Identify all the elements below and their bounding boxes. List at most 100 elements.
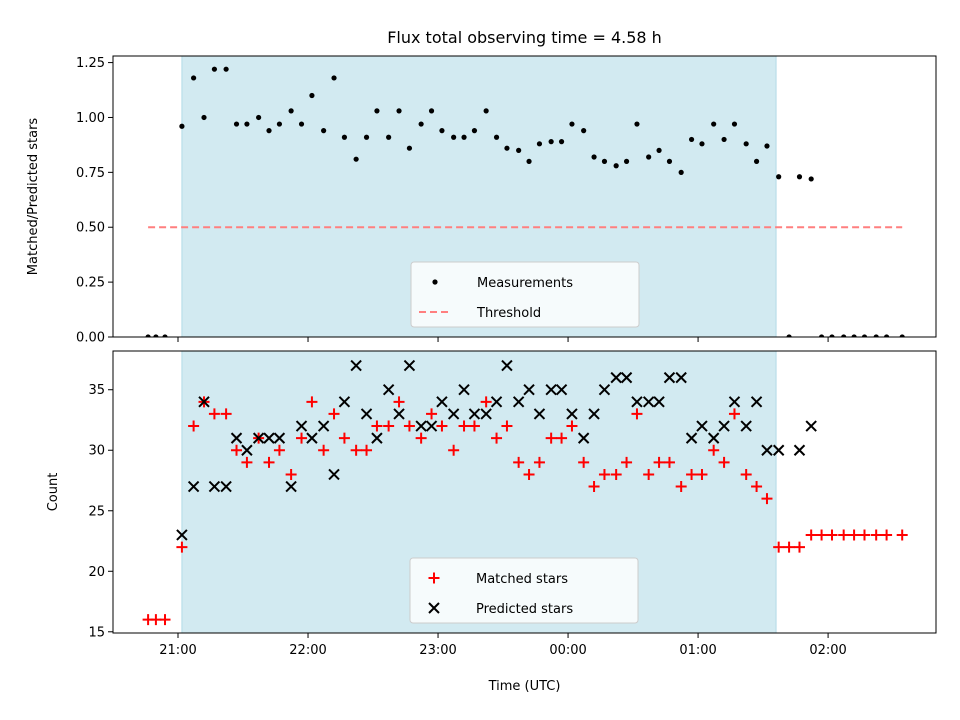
legend-box [409, 557, 639, 624]
matched-star-point [501, 420, 513, 432]
matched-star-point [793, 541, 805, 553]
measurement-point [179, 123, 185, 129]
predicted-star-point [393, 408, 405, 420]
matched-star-point [328, 408, 340, 420]
predicted-star-point [707, 432, 720, 444]
matched-star-point [426, 408, 438, 420]
measurement-point [591, 154, 597, 160]
matched-star-point [533, 456, 545, 468]
measurement-point [829, 334, 835, 337]
measurement-point [504, 145, 510, 151]
matched-star-point [296, 432, 308, 444]
measurement-point [699, 141, 705, 147]
measurement-point [731, 121, 738, 127]
legend-label: Threshold [476, 306, 541, 321]
predicted-star-point [761, 444, 773, 456]
axes-frame [112, 55, 937, 338]
measurement-point [439, 128, 445, 134]
predicted-star-point [403, 359, 416, 372]
x-axis-label: Time (UTC) [488, 679, 561, 694]
measurement-point [191, 75, 197, 81]
measurement-point [363, 134, 370, 140]
measurement-point [688, 136, 695, 143]
matched-star-point [838, 529, 850, 541]
measurement-point [244, 121, 250, 127]
matched-star-point [458, 420, 470, 432]
measurement-point [808, 176, 814, 182]
measurement-point [418, 121, 424, 127]
measurement-point [536, 141, 543, 147]
predicted-star-point [468, 408, 481, 420]
matched-star-point [436, 420, 448, 432]
predicted-star-point [230, 432, 243, 444]
measurement-point [145, 334, 151, 337]
legend-label: Measurements [477, 276, 573, 291]
matched-star-point [491, 432, 503, 444]
x-tick-label: 21:00 [159, 643, 196, 658]
matched-star-point [273, 444, 285, 456]
measurement-point [873, 334, 879, 337]
y-axis-label: Count [46, 473, 61, 512]
predicted-star-point [382, 384, 395, 396]
matched-star-point [383, 420, 395, 432]
predicted-star-point [696, 420, 708, 432]
predicted-star-point [512, 396, 525, 408]
measurement-point [341, 134, 348, 140]
x-tick-label: 02:00 [809, 643, 846, 658]
predicted-star-point [750, 396, 763, 408]
predicted-star-point [805, 420, 817, 432]
matched-star-point [653, 456, 665, 468]
y-tick-label: 0.75 [76, 166, 105, 181]
measurement-point [634, 121, 640, 127]
x-tick-label: 00:00 [549, 643, 586, 658]
matched-star-point [598, 468, 610, 480]
matched-star-point [176, 541, 188, 553]
measurement-point [861, 334, 868, 337]
predicted-star-point [555, 384, 568, 396]
measurement-point [841, 334, 847, 337]
predicted-star-point [566, 408, 578, 420]
matched-star-point [350, 444, 362, 456]
measurement-point [266, 128, 272, 134]
measurement-point [331, 75, 337, 81]
matched-star-point [480, 396, 492, 408]
matched-star-point [621, 456, 633, 468]
matched-star-point [896, 529, 908, 541]
predicted-star-point [685, 432, 698, 444]
predicted-star-point [317, 420, 330, 432]
measurement-point [776, 174, 782, 180]
measurement-point [276, 121, 283, 127]
predicted-star-point [350, 359, 362, 372]
predicted-star-point [263, 432, 275, 444]
measurement-point [786, 334, 792, 337]
matched-star-point [208, 408, 220, 420]
y-tick-label: 15 [88, 625, 105, 640]
measurement-point [678, 169, 684, 175]
predicted-star-point [338, 396, 351, 408]
measurement-point [818, 334, 825, 337]
matched-star-point [773, 541, 785, 553]
predicted-star-point [588, 408, 600, 420]
series-measurements [145, 66, 905, 337]
matched-star-point [858, 529, 870, 541]
y-tick-label: 0.25 [76, 276, 105, 291]
predicted-star-point [675, 371, 687, 384]
measurement-point [516, 147, 522, 153]
measurement-point [743, 141, 749, 147]
plot-area [145, 66, 905, 337]
legend: Measurements Threshold [410, 261, 640, 328]
y-axis-label: Matched/Predicted stars [26, 118, 41, 276]
matched-star-point [403, 420, 415, 432]
x-tick-label: 22:00 [289, 643, 326, 658]
measurement-point [656, 147, 662, 153]
predicted-star-point [793, 444, 806, 456]
matched-star-point [751, 481, 763, 493]
legend-matched-marker [428, 572, 440, 584]
predicted-star-point [501, 359, 513, 372]
measurement-point [548, 139, 554, 145]
predicted-star-point [176, 529, 188, 541]
matched-star-point [318, 444, 330, 456]
matched-star-point [241, 456, 253, 468]
measurement-point [623, 158, 630, 164]
